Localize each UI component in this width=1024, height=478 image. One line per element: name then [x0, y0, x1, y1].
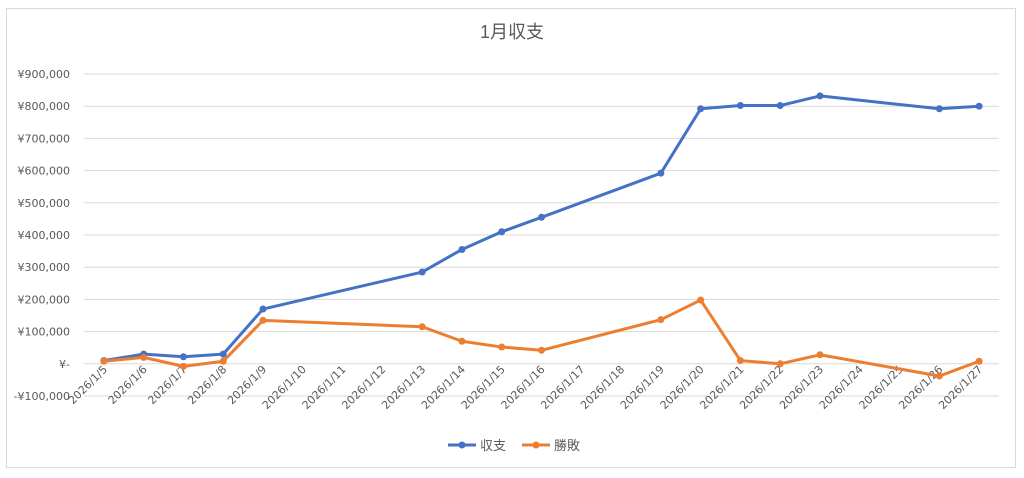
series-point-1	[538, 213, 545, 221]
series-point-2	[458, 337, 466, 345]
series-point-1	[219, 350, 227, 358]
series-point-1	[736, 102, 744, 110]
series-point-2	[697, 296, 705, 304]
legend-label: 勝敗	[554, 439, 580, 454]
series-point-2	[140, 353, 148, 361]
series-point-2	[498, 343, 506, 351]
legend-marker-2	[532, 441, 540, 449]
series-line-1	[103, 94, 980, 363]
y-tick-label: ¥400,000	[18, 229, 71, 242]
x-tick-label: 2026/1/8	[185, 363, 229, 407]
series-point-1	[935, 105, 943, 113]
series-point-2	[975, 357, 983, 365]
x-tick-label: 2026/1/6	[106, 363, 150, 407]
y-tick-label: ¥200,000	[18, 293, 71, 306]
series-point-2	[935, 372, 943, 380]
series-point-2	[736, 357, 744, 365]
y-tick-label: ¥800,000	[18, 100, 71, 113]
series-point-1	[418, 268, 426, 276]
series-point-1	[975, 102, 983, 110]
series-point-2	[657, 316, 665, 324]
series-point-1	[657, 169, 665, 177]
legend-marker-1	[458, 441, 466, 449]
series-point-1	[498, 228, 506, 236]
series-point-2	[418, 323, 426, 331]
series-point-1	[776, 102, 784, 110]
y-tick-label: ¥-	[59, 358, 70, 371]
series-point-1	[179, 353, 187, 361]
series-point-2	[776, 360, 784, 368]
series-point-2	[100, 357, 108, 365]
y-tick-label: ¥300,000	[18, 261, 71, 274]
series-line-2	[103, 298, 980, 378]
y-tick-label: ¥900,000	[18, 68, 71, 81]
y-tick-label: ¥100,000	[18, 326, 71, 339]
series-point-2	[538, 346, 545, 354]
legend-label: 収支	[480, 439, 506, 454]
y-tick-label: ¥600,000	[18, 165, 71, 178]
series-point-2	[219, 357, 227, 365]
series-point-1	[259, 305, 267, 313]
series-point-2	[259, 316, 267, 324]
x-tick-label: 2026/1/5	[66, 363, 110, 407]
chart-title: 1月収支	[479, 22, 544, 42]
series-point-1	[697, 105, 705, 113]
y-tick-label: -¥100,000	[14, 390, 70, 403]
series-point-1	[816, 92, 824, 100]
y-tick-label: ¥700,000	[18, 132, 71, 145]
chart-frame	[6, 8, 1016, 468]
series-point-1	[458, 245, 466, 253]
y-tick-label: ¥500,000	[18, 197, 71, 210]
series-point-2	[179, 362, 187, 370]
series-point-2	[816, 351, 824, 359]
